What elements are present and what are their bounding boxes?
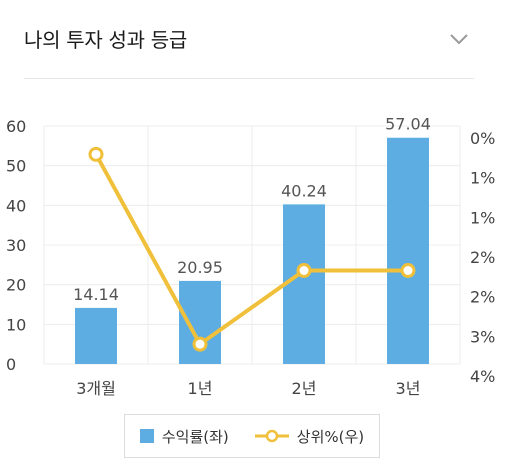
x-tick-label: 3개월 (76, 379, 116, 398)
bar-data-label: 14.14 (73, 285, 119, 304)
percentile-point (88, 146, 104, 162)
y-right-tick-label: 2% (470, 288, 495, 307)
y-left-tick-label: 0 (6, 355, 16, 374)
chart-legend: 수익률(좌) 상위%(우) (124, 414, 380, 458)
chart-header: 나의 투자 성과 등급 (0, 0, 514, 80)
y-left-tick-label: 60 (6, 117, 26, 136)
bar-data-label: 20.95 (177, 258, 223, 277)
y-right-tick-label: 4% (470, 367, 495, 386)
legend-percentile-label: 상위%(우) (296, 427, 365, 446)
y-left-tick-label: 30 (6, 236, 26, 255)
legend-line-swatch (254, 429, 289, 443)
legend-item-return[interactable]: 수익률(좌) (139, 426, 229, 447)
percentile-point (400, 263, 416, 278)
bar-data-label: 57.04 (385, 115, 431, 134)
x-tick-label: 1년 (188, 379, 213, 398)
bar (387, 137, 429, 364)
y-left-tick-label: 10 (6, 315, 26, 334)
percentile-point (192, 336, 208, 352)
y-right-tick-label: 0% (470, 129, 495, 148)
y-right-tick-label: 1% (470, 169, 495, 188)
combo-chart: 0 10 20 30 40 50 60 0% 1% 1% 2% 2% 3% 4% 14.14 20.95 40.… (6, 115, 495, 398)
bar (283, 204, 325, 364)
x-tick-label: 2년 (292, 379, 317, 398)
page-title: 나의 투자 성과 등급 (24, 28, 187, 52)
percentile-point (296, 263, 312, 278)
chevron-down-icon[interactable] (448, 28, 470, 50)
y-left-tick-label: 50 (6, 157, 26, 176)
legend-return-label: 수익률(좌) (161, 427, 229, 446)
legend-bar-swatch (139, 429, 154, 443)
y-left-tick-label: 20 (6, 276, 26, 295)
percentile-line (94, 153, 408, 347)
header-divider (24, 78, 474, 79)
y-left-tick-label: 40 (6, 196, 26, 215)
y-right-tick-label: 2% (470, 248, 495, 267)
legend-item-percentile[interactable]: 상위%(우) (254, 426, 365, 447)
bar-data-label: 40.24 (281, 181, 327, 200)
bar (75, 307, 117, 364)
x-tick-label: 3년 (396, 379, 421, 398)
y-right-tick-label: 3% (470, 327, 495, 346)
y-right-tick-label: 1% (470, 208, 495, 227)
